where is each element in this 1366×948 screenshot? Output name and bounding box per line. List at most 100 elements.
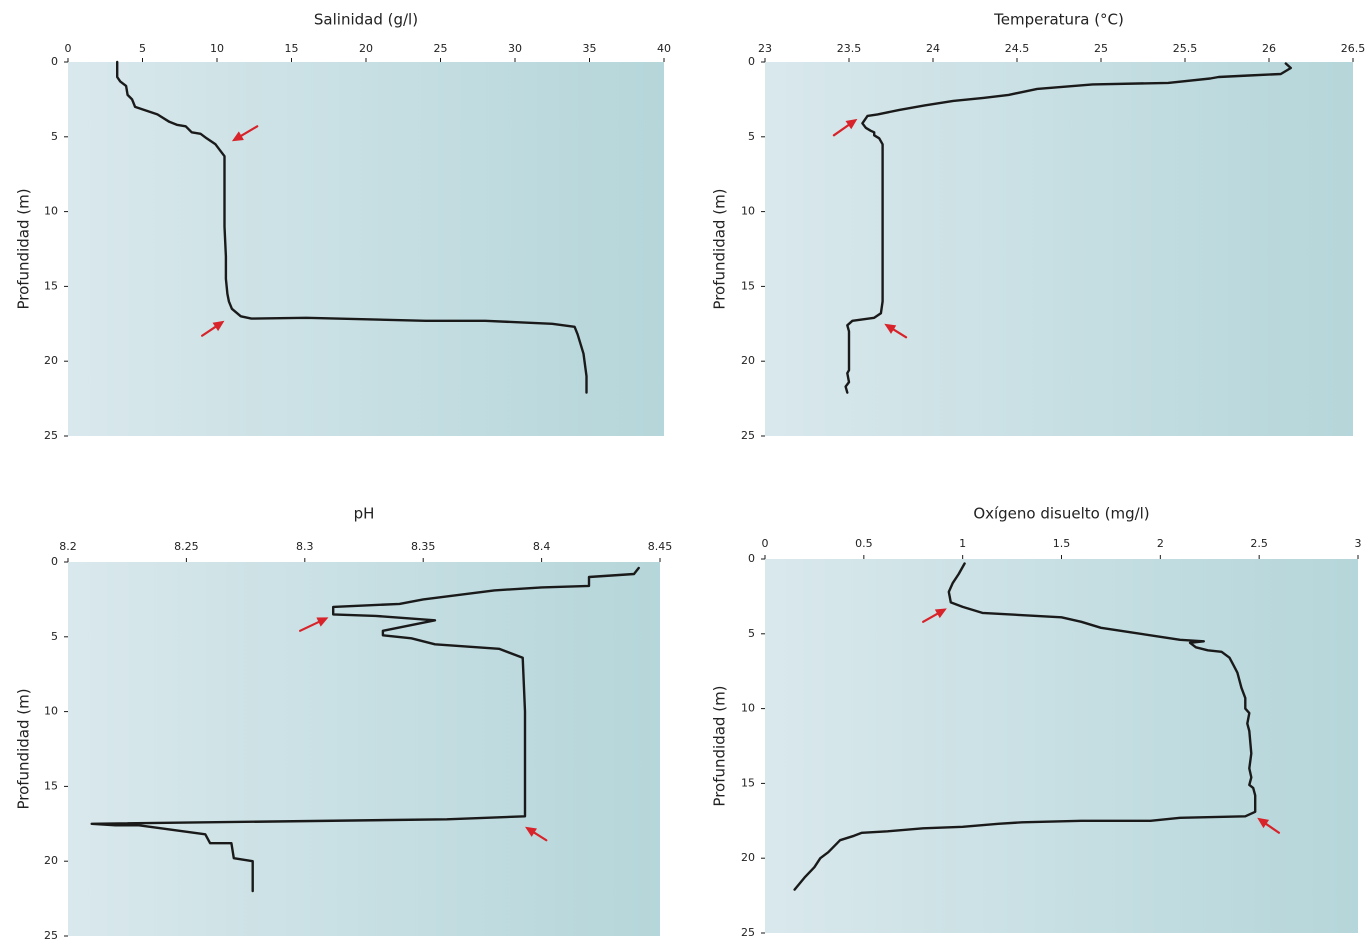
y-tick-label: 25 xyxy=(741,926,755,939)
y-axis-label-temperatura: Profundidad (m) xyxy=(711,188,729,309)
plot-area-temperatura xyxy=(765,62,1353,436)
x-tick-label: 20 xyxy=(359,42,373,55)
x-tick-label: 23 xyxy=(758,42,772,55)
arrow-shaft xyxy=(201,325,217,337)
arrow-head xyxy=(212,320,225,332)
y-tick-label: 20 xyxy=(741,851,755,864)
series-line-oxigeno xyxy=(793,562,1257,891)
y-tick-label: 10 xyxy=(44,205,58,218)
arrow-head xyxy=(316,617,329,627)
arrow-shaft xyxy=(533,831,548,842)
x-tick-label: 1.5 xyxy=(1053,537,1071,550)
y-tick-label: 0 xyxy=(748,55,755,68)
annotation-arrow xyxy=(298,617,329,632)
x-tick-label: 0 xyxy=(762,537,769,550)
y-tick-label: 25 xyxy=(741,429,755,442)
x-tick-label: 24.5 xyxy=(1005,42,1030,55)
plot-area-salinidad xyxy=(68,62,664,436)
x-axis-ticks-oxigeno: 0 0.5 1 1.5 2 2.5 3 xyxy=(762,537,1362,559)
y-axis-ticks-ph: 0 5 10 15 20 25 xyxy=(44,555,68,942)
chart-salinidad: Salinidad (g/l) Profundidad (m) 0 5 10 15 20… xyxy=(15,11,672,443)
arrow-head xyxy=(845,118,858,130)
y-tick-label: 25 xyxy=(44,929,58,942)
chart-title-ph: pH xyxy=(354,505,375,523)
x-tick-label: 5 xyxy=(139,42,146,55)
x-tick-label: 25 xyxy=(434,42,448,55)
x-tick-label: 8.35 xyxy=(411,540,436,553)
y-tick-label: 20 xyxy=(44,854,58,867)
annotation-arrow xyxy=(1257,817,1281,834)
x-tick-label: 30 xyxy=(508,42,522,55)
x-tick-label: 2.5 xyxy=(1250,537,1268,550)
y-tick-label: 5 xyxy=(51,130,58,143)
x-tick-label: 25 xyxy=(1094,42,1108,55)
y-tick-label: 0 xyxy=(748,552,755,565)
y-tick-label: 10 xyxy=(741,205,755,218)
chart-title-salinidad: Salinidad (g/l) xyxy=(314,11,418,29)
x-tick-label: 1 xyxy=(959,537,966,550)
y-tick-label: 5 xyxy=(748,627,755,640)
x-tick-label: 23.5 xyxy=(837,42,862,55)
plot-area-ph xyxy=(68,562,660,936)
annotation-arrow xyxy=(201,320,225,337)
y-tick-label: 25 xyxy=(44,429,58,442)
y-tick-label: 0 xyxy=(51,55,58,68)
arrow-shaft xyxy=(892,328,908,339)
y-tick-label: 5 xyxy=(51,630,58,643)
arrow-shaft xyxy=(1265,822,1281,834)
x-tick-label: 8.25 xyxy=(174,540,199,553)
y-tick-label: 15 xyxy=(741,776,755,789)
chart-title-temperatura: Temperatura (°C) xyxy=(993,11,1124,29)
arrow-shaft xyxy=(240,125,259,137)
x-tick-label: 8.3 xyxy=(296,540,314,553)
y-tick-label: 10 xyxy=(741,702,755,715)
y-tick-label: 15 xyxy=(741,279,755,292)
annotation-arrow xyxy=(231,125,259,142)
x-axis-ticks-salinidad: 0 5 10 15 20 25 30 35 40 xyxy=(65,42,671,62)
series-line-ph xyxy=(90,566,640,893)
y-axis-label-ph: Profundidad (m) xyxy=(15,688,33,809)
arrows-ph xyxy=(298,617,548,842)
x-tick-label: 24 xyxy=(926,42,940,55)
x-tick-label: 8.2 xyxy=(59,540,77,553)
series-line-salinidad xyxy=(116,60,588,394)
arrows-oxigeno xyxy=(922,608,1281,834)
arrow-head xyxy=(525,826,537,837)
y-tick-label: 20 xyxy=(44,354,58,367)
x-tick-label: 0.5 xyxy=(855,537,873,550)
x-tick-label: 26.5 xyxy=(1341,42,1366,55)
y-tick-label: 15 xyxy=(44,279,58,292)
x-axis-ticks-ph: 8.2 8.25 8.3 8.35 8.4 8.45 xyxy=(59,540,672,562)
plot-area-oxigeno xyxy=(765,559,1358,933)
x-tick-label: 26 xyxy=(1262,42,1276,55)
y-tick-label: 5 xyxy=(748,130,755,143)
annotation-arrow xyxy=(525,826,548,842)
x-tick-label: 35 xyxy=(583,42,597,55)
arrows-temperatura xyxy=(832,118,908,339)
arrow-head xyxy=(231,131,244,142)
arrow-head xyxy=(884,323,897,334)
y-tick-label: 15 xyxy=(44,779,58,792)
y-axis-ticks-temperatura: 0 5 10 15 20 25 xyxy=(741,55,765,442)
y-tick-label: 20 xyxy=(741,354,755,367)
arrow-shaft xyxy=(298,620,320,632)
y-tick-label: 10 xyxy=(44,705,58,718)
annotation-arrow xyxy=(832,118,858,137)
series-line-temperatura xyxy=(844,62,1292,394)
chart-ph: pH Profundidad (m) 8.2 8.25 8.3 8.35 8.4 8.45… xyxy=(15,505,673,943)
x-tick-label: 8.4 xyxy=(533,540,551,553)
x-tick-label: 0 xyxy=(65,42,72,55)
chart-oxigeno: Oxígeno disuelto (mg/l) Profundidad (m) … xyxy=(711,505,1362,940)
y-axis-ticks-oxigeno: 0 5 10 15 20 25 xyxy=(741,552,765,939)
y-tick-label: 0 xyxy=(51,555,58,568)
arrow-shaft xyxy=(832,124,850,137)
x-tick-label: 15 xyxy=(285,42,299,55)
annotation-arrow xyxy=(884,323,908,339)
chart-title-oxigeno: Oxígeno disuelto (mg/l) xyxy=(973,505,1149,523)
chart-temperatura: Temperatura (°C) Profundidad (m) 23 23.5 2… xyxy=(711,11,1366,443)
annotation-arrow xyxy=(922,608,947,623)
arrow-shaft xyxy=(922,612,939,623)
x-axis-ticks-temperatura: 23 23.5 24 24.5 25 25.5 26 26.5 xyxy=(758,42,1365,62)
y-axis-label-salinidad: Profundidad (m) xyxy=(15,188,33,309)
